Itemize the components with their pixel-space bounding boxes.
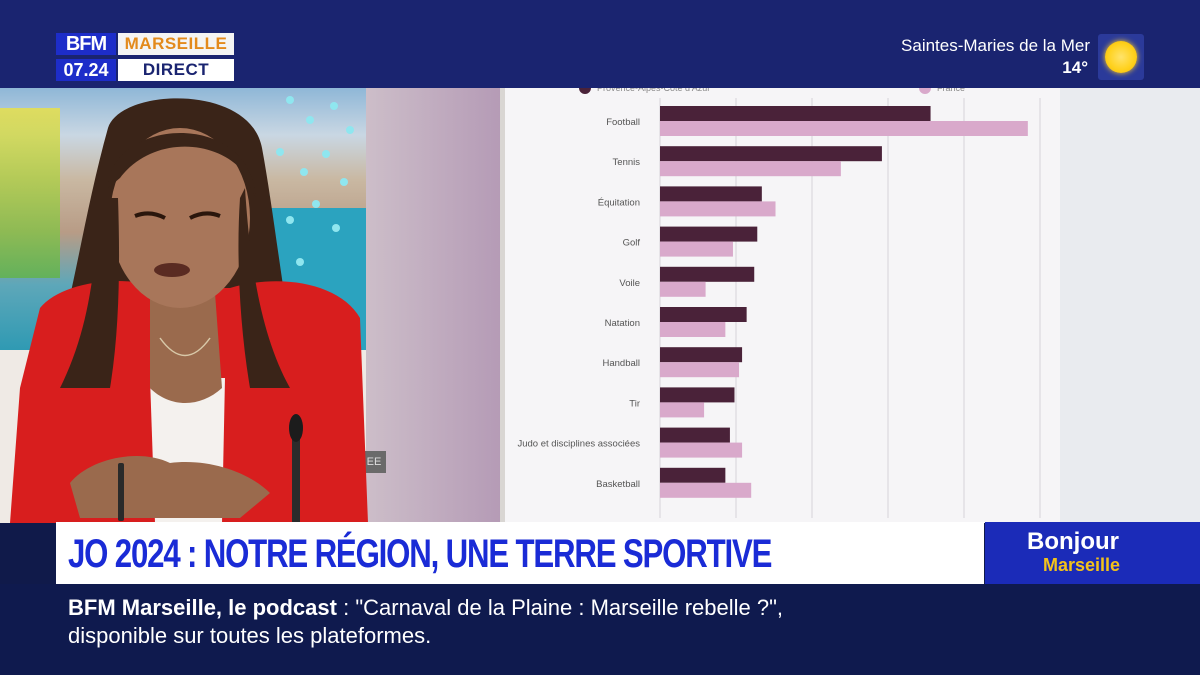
legend-label: France	[937, 88, 965, 93]
backdrop-dot	[312, 200, 320, 208]
bar-france	[660, 442, 743, 458]
bar-france	[660, 121, 1028, 136]
ticker-line-1: BFM Marseille, le podcast : "Carnaval de…	[68, 594, 783, 622]
bar-region	[660, 347, 743, 363]
show-name-line2: Marseille	[1043, 555, 1121, 575]
presenter-neck	[150, 293, 222, 403]
backdrop-dot	[330, 102, 338, 110]
category-label: Basketball	[596, 479, 640, 490]
category-label: Football	[606, 117, 640, 128]
category-label: Tir	[629, 398, 640, 409]
ticker-separator: :	[336, 595, 356, 620]
clock: 07.24	[56, 59, 116, 81]
bar-france	[660, 322, 726, 337]
chart-canvas: Provence-Alpes-Côte d'Azur France Footbal…	[517, 88, 1041, 518]
bar-region	[660, 387, 735, 403]
microphone	[292, 428, 300, 523]
news-ticker: BFM Marseille, le podcast : "Carnaval de…	[0, 584, 1200, 675]
logo-brand: BFM	[56, 33, 116, 55]
weather-temperature: 14°	[1062, 58, 1088, 77]
show-badge: Bonjour Marseille	[985, 522, 1200, 584]
backdrop-dot	[332, 224, 340, 232]
presenter	[10, 98, 368, 523]
legend-marker	[919, 88, 931, 94]
bar-region	[660, 186, 762, 202]
screen-tag: EE	[362, 451, 386, 473]
bar-region	[660, 146, 882, 162]
backdrop-dot	[340, 178, 348, 186]
bar-france	[660, 482, 752, 498]
bar-region	[660, 106, 931, 121]
backdrop-dot	[276, 148, 284, 156]
category-label: Tennis	[613, 157, 641, 168]
bar-france	[660, 402, 705, 418]
backdrop-graphic	[0, 108, 60, 278]
bar-france	[660, 161, 841, 177]
legend-marker	[579, 88, 591, 94]
weather-location: Saintes-Maries de la Mer	[901, 36, 1090, 55]
bar-region	[660, 226, 758, 242]
backdrop-dot	[346, 126, 354, 134]
logo-city: MARSEILLE	[118, 33, 234, 55]
top-bar: BFM MARSEILLE 07.24 DIRECT Saintes-Marie…	[0, 0, 1200, 88]
bar-france	[660, 241, 733, 257]
backdrop-dot	[306, 116, 314, 124]
category-label: Voile	[619, 278, 640, 289]
backdrop-dot	[286, 96, 294, 104]
channel-logo: BFM MARSEILLE 07.24 DIRECT	[56, 33, 240, 81]
presenter-face	[110, 128, 250, 308]
bar-region	[660, 307, 747, 322]
headline-text: JO 2024 : NOTRE RÉGION, UNE TERRE SPORTI…	[68, 532, 772, 576]
bar-region	[660, 467, 726, 483]
backdrop-dot	[322, 150, 330, 158]
category-label: Golf	[623, 238, 641, 249]
category-label: Équitation	[598, 197, 640, 208]
ticker-text-1: "Carnaval de la Plaine : Marseille rebel…	[355, 595, 784, 620]
category-label: Judo et disciplines associées	[517, 439, 640, 450]
bar-france	[660, 362, 740, 378]
bar-region	[660, 427, 730, 443]
show-name-line1: Bonjour	[1027, 528, 1119, 555]
backdrop-dot	[296, 258, 304, 266]
sports-chart: Provence-Alpes-Côte d'Azur France Footbal…	[505, 88, 1060, 523]
category-label: Handball	[603, 358, 641, 369]
backdrop-dot	[300, 168, 308, 176]
presenter-hair-front	[108, 133, 256, 198]
bar-france	[660, 201, 776, 217]
live-label: DIRECT	[118, 59, 234, 81]
ticker-source: BFM Marseille, le podcast	[68, 595, 337, 620]
backdrop-dot	[286, 216, 294, 224]
studio-wall-right	[1060, 88, 1200, 523]
weather-icon-box	[1098, 34, 1144, 80]
bar-france	[660, 281, 706, 297]
studio-scene: EE Provence-Alpes-Côte d'Azur F	[0, 88, 1200, 523]
ticker-line-2: disponible sur toutes les plateformes.	[68, 623, 432, 648]
category-label: Natation	[605, 318, 640, 329]
headline-banner: JO 2024 : NOTRE RÉGION, UNE TERRE SPORTI…	[56, 522, 984, 584]
bar-region	[660, 266, 755, 282]
legend-label: Provence-Alpes-Côte d'Azur	[597, 88, 710, 93]
sun-icon	[1105, 41, 1137, 73]
